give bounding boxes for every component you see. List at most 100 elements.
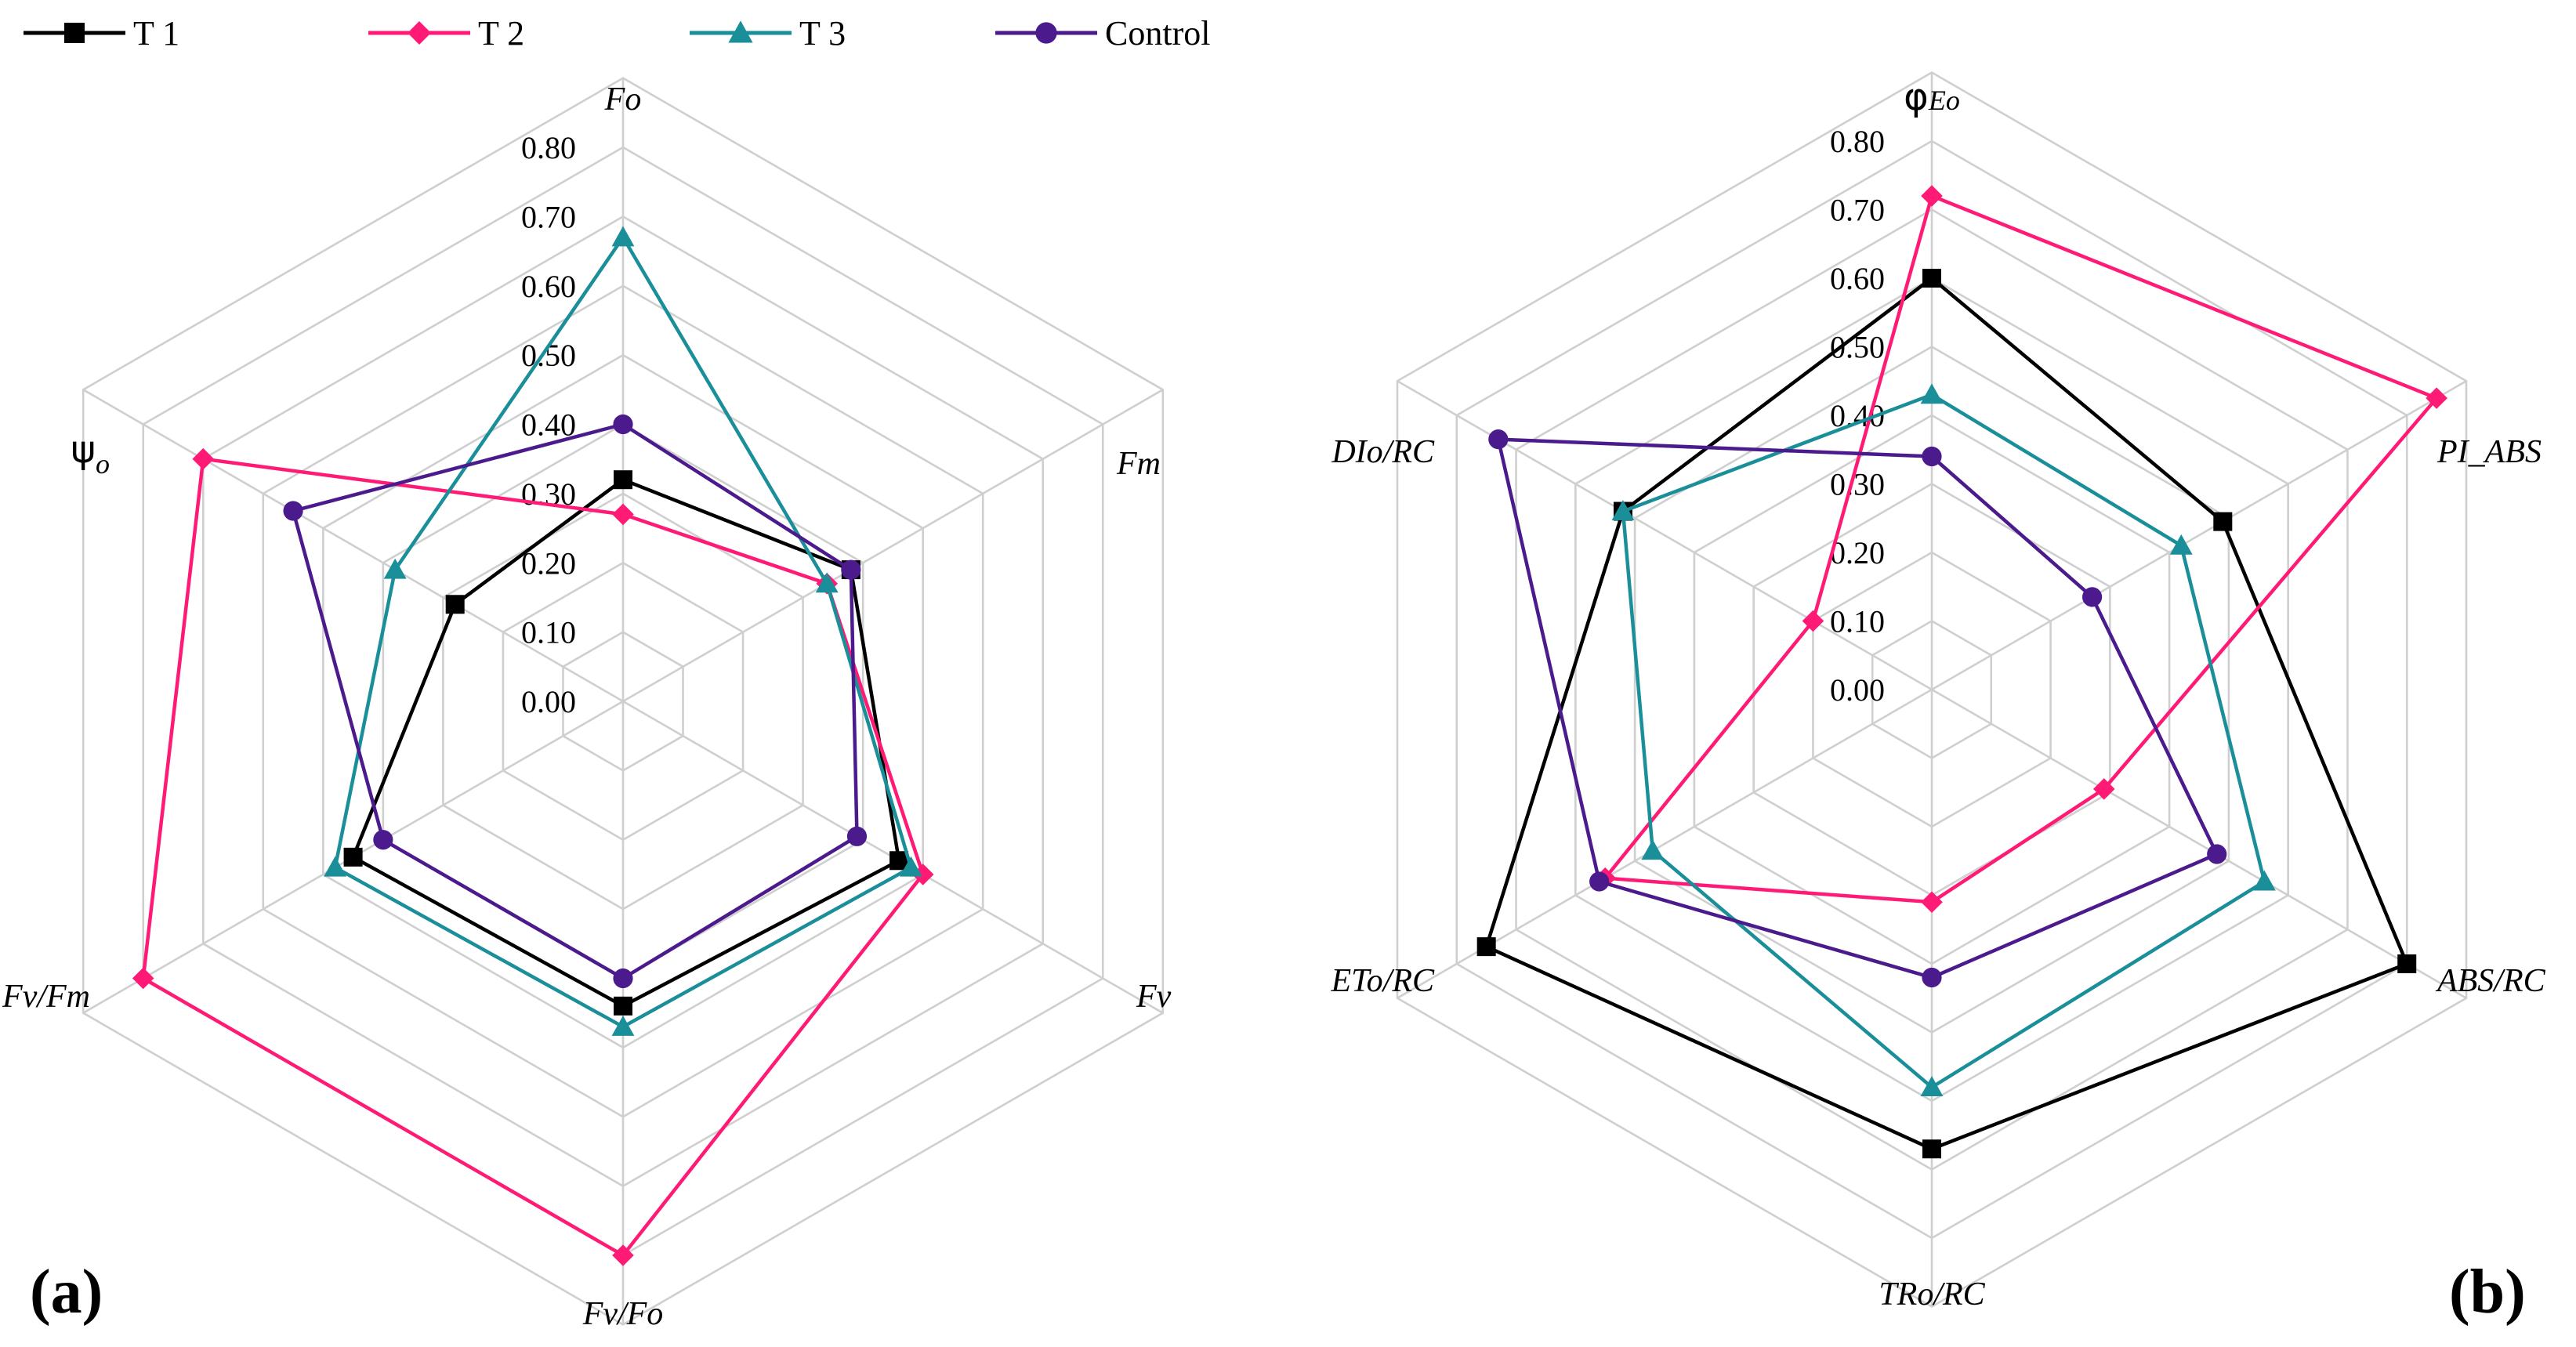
data-point: [846, 826, 868, 846]
data-point: [343, 847, 363, 867]
data-point: [192, 447, 215, 470]
data-point: [1802, 610, 1824, 632]
data-point: [614, 996, 632, 1016]
data-point: [2092, 778, 2115, 800]
series-t2: [1594, 185, 2447, 914]
axis-label: PI_ABS: [2437, 434, 2542, 470]
legend: T 1 T 2 T 3 Control: [24, 14, 1210, 53]
tick-label: 0.10: [1830, 604, 1885, 639]
axis-label: TRo/RC: [1879, 1276, 1985, 1313]
data-point: [383, 558, 407, 579]
data-point: [899, 856, 922, 877]
data-point: [324, 856, 347, 877]
data-point: [283, 501, 303, 521]
axis-label: Fo: [604, 81, 642, 118]
data-point: [613, 968, 633, 989]
data-point: [613, 414, 633, 435]
data-point: [1611, 500, 1635, 521]
axis-label-sub: o: [96, 448, 110, 480]
data-point: [1641, 839, 1665, 860]
tick-label: 0.20: [521, 545, 576, 581]
data-point: [1589, 871, 1610, 892]
series-line: [1601, 193, 2440, 904]
data-point: [2426, 387, 2447, 409]
legend-marker: [408, 21, 431, 45]
series-line: [350, 477, 901, 1008]
tick-label: 0.80: [521, 130, 576, 165]
axis-spoke: [1397, 380, 1933, 691]
axis-spoke: [622, 389, 1164, 703]
series-t3: [1611, 383, 2276, 1097]
data-point: [1922, 269, 1941, 288]
radar-chart-b: 0.000.100.200.300.400.500.600.700.80φEoP…: [1331, 71, 2546, 1327]
data-point: [2169, 534, 2193, 555]
legend-marker: [1035, 22, 1057, 44]
series-control: [283, 414, 868, 989]
data-point: [1488, 429, 1509, 450]
data-point: [1476, 937, 1496, 957]
axis-label-symbol: ψ: [71, 428, 96, 472]
axis-label: ψo: [71, 428, 110, 480]
legend-item-t2: T 2: [368, 14, 524, 53]
data-point: [445, 595, 465, 614]
data-point: [1920, 383, 1944, 404]
panel-label: (b): [2449, 1258, 2526, 1327]
series-t3: [324, 226, 922, 1036]
legend-marker: [64, 23, 85, 43]
axis-label: ABS/RC: [2435, 963, 2546, 999]
axis-label-sub: Eo: [1928, 85, 1960, 116]
data-point: [612, 503, 634, 526]
tick-label: 0.20: [1830, 535, 1885, 570]
data-point: [373, 830, 393, 850]
legend-marker: [728, 20, 753, 43]
data-point: [1922, 967, 1942, 988]
tick-label: 0.00: [1830, 672, 1885, 708]
axis-label: Fv/Fm: [2, 979, 90, 1015]
tick-label: 0.70: [521, 199, 576, 234]
data-point: [132, 967, 154, 990]
axis-label: Fv: [1136, 979, 1172, 1015]
data-point: [1920, 1076, 1944, 1097]
axis-label: ETo/RC: [1331, 963, 1435, 999]
data-point: [815, 572, 839, 593]
tick-label: 0.70: [1830, 193, 1885, 228]
legend-label: T 1: [133, 14, 179, 53]
legend-label: T 2: [478, 14, 524, 53]
data-point: [841, 559, 861, 580]
axis-label: Fm: [1116, 446, 1161, 482]
axis-spoke: [1931, 688, 2467, 999]
axis-label: DIo/RC: [1331, 434, 1435, 470]
legend-item-t3: T 3: [690, 14, 846, 53]
series-line: [1621, 393, 2266, 1090]
data-point: [2213, 512, 2233, 531]
series-control: [1488, 429, 2227, 988]
data-point: [2081, 587, 2103, 607]
data-point: [612, 1244, 634, 1266]
series-line: [1484, 276, 2410, 1151]
axis-spoke: [82, 389, 624, 703]
data-point: [611, 226, 635, 247]
legend-label: Control: [1105, 14, 1210, 53]
data-point: [1921, 185, 1943, 207]
axis-label: φEo: [1904, 75, 1960, 119]
legend-item-t1: T 1: [24, 14, 179, 53]
legend-item-control: Control: [995, 14, 1210, 53]
tick-label: 0.80: [1830, 124, 1885, 159]
data-point: [1921, 891, 1943, 914]
tick-label: 0.60: [1830, 261, 1885, 296]
legend-label: T 3: [799, 14, 846, 53]
data-point: [1922, 1139, 1941, 1159]
axis-label: Fv/Fo: [582, 1296, 664, 1332]
radar-chart-a: 0.000.100.200.300.400.500.600.700.80FoFm…: [2, 77, 1172, 1332]
data-point: [2252, 870, 2276, 891]
data-point: [2397, 954, 2417, 973]
tick-label: 0.60: [521, 269, 576, 304]
data-point: [2207, 844, 2227, 864]
data-point: [611, 1015, 635, 1036]
tick-label: 0.00: [521, 684, 576, 719]
tick-label: 0.40: [521, 407, 576, 443]
axis-label-symbol: φ: [1904, 75, 1929, 119]
tick-label: 0.10: [521, 615, 576, 650]
data-point: [1922, 446, 1942, 467]
